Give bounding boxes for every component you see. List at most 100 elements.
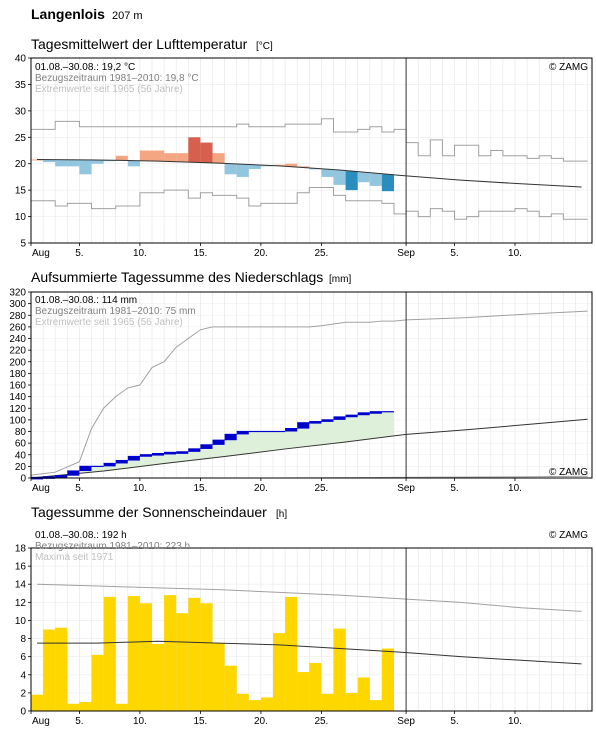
x-tick-label: 10. (508, 248, 522, 259)
x-tick-label: 15. (193, 248, 207, 259)
temperature-anomaly-bar (273, 164, 286, 166)
x-tick-label: 20. (254, 483, 268, 494)
x-tick-label: 5. (450, 483, 458, 494)
y-tick-label: 6 (20, 652, 26, 663)
temperature-anomaly-bar (260, 165, 273, 167)
precipitation-daily-bar (345, 415, 358, 418)
y-tick-label: 320 (9, 288, 26, 299)
x-tick-label: 10. (508, 483, 522, 494)
sunshine-daily-bar (139, 603, 152, 711)
precipitation-title: Aufsummierte Tagessumme des Niederschlag… (31, 269, 323, 285)
sunshine-daily-bar (152, 643, 165, 711)
temperature-info-reference: Bezugszeitraum 1981–2010: 19,8 °C (35, 73, 199, 84)
sunshine-maximum-line (37, 583, 582, 612)
sunshine-daily-bar (345, 692, 358, 711)
x-tick-label: Sep (397, 248, 415, 259)
y-tick-label: 60 (15, 439, 27, 450)
y-tick-label: 300 (9, 299, 26, 310)
x-tick-label: Aug (32, 716, 50, 727)
temperature-anomaly-bar (333, 170, 346, 185)
x-tick-label: Aug (32, 248, 50, 259)
sunshine-daily-bar (381, 648, 394, 711)
y-tick-label: 180 (9, 369, 26, 380)
sunshine-daily-bar (309, 663, 322, 711)
x-tick-label: 10. (133, 248, 147, 259)
x-tick-label: 5. (75, 248, 83, 259)
y-tick-label: 0 (20, 474, 26, 485)
y-tick-label: 8 (20, 634, 26, 645)
precipitation-daily-bar (321, 419, 334, 422)
temperature-anomaly-bar (200, 142, 213, 163)
sunshine-unit: [h] (276, 509, 287, 520)
precipitation-maximum-line (30, 310, 588, 476)
y-tick-label: 40 (15, 450, 27, 461)
sunshine-daily-bar (297, 672, 310, 711)
sunshine-panel: Tagessumme der Sonnenscheindauer [h] 0 2 4… (15, 504, 593, 727)
x-tick-label: 10. (508, 716, 522, 727)
x-tick-label: 5. (75, 483, 83, 494)
precipitation-panel: Aufsummierte Tagessumme des Niederschlag… (9, 269, 593, 494)
precipitation-daily-bar (200, 444, 213, 449)
sunshine-daily-bar (176, 613, 189, 711)
precipitation-daily-bar (176, 451, 189, 454)
y-tick-label: 80 (15, 427, 27, 438)
x-tick-label: 10. (133, 716, 147, 727)
temperature-anomaly-bar (176, 153, 189, 162)
temperature-anomaly-bar (152, 150, 165, 162)
temperature-unit: [°C] (256, 41, 273, 52)
x-tick-label: Sep (397, 716, 415, 727)
sunshine-daily-bar (188, 597, 201, 711)
precipitation-daily-bar (369, 411, 382, 414)
y-tick-label: 30 (15, 106, 27, 117)
temperature-maximum-line (31, 118, 588, 162)
sunshine-title: Tagessumme der Sonnenscheindauer (31, 504, 267, 520)
plot-frame (30, 291, 593, 479)
temperature-anomaly-bar (236, 164, 249, 177)
sunshine-daily-bar (357, 677, 370, 711)
sunshine-daily-bar (224, 665, 237, 711)
y-tick-label: 25 (15, 133, 27, 144)
precipitation-daily-bar (139, 454, 152, 457)
temperature-minimum-line (31, 187, 588, 220)
y-tick-label: 240 (9, 334, 26, 345)
y-tick-label: 40 (15, 54, 27, 65)
sunshine-daily-bar (236, 693, 249, 711)
temperature-anomaly-bar (345, 171, 358, 191)
sunshine-daily-bar (91, 654, 104, 711)
y-tick-label: 5 (20, 239, 26, 250)
temperature-anomaly-bar (139, 150, 152, 161)
precipitation-daily-bar (164, 452, 177, 455)
y-tick-label: 16 (15, 562, 27, 573)
temperature-anomaly-bar (285, 163, 298, 167)
y-tick-label: 280 (9, 311, 26, 322)
temperature-credit: © ZAMG (549, 62, 588, 73)
precipitation-daily-bar (127, 456, 140, 461)
temperature-anomaly-bar (115, 155, 128, 161)
precipitation-daily-bar (236, 431, 249, 435)
x-tick-label: Aug (32, 483, 50, 494)
sunshine-info-current: 01.08.–30.08.: 192 h (35, 530, 127, 541)
x-tick-label: 20. (254, 248, 268, 259)
precipitation-daily-bar (152, 453, 165, 456)
precipitation-daily-bar (103, 463, 116, 467)
x-tick-label: 5. (75, 716, 83, 727)
sunshine-daily-bar (115, 703, 128, 711)
sunshine-credit: © ZAMG (549, 530, 588, 541)
temperature-anomaly-bar (357, 172, 370, 183)
y-tick-label: 14 (15, 580, 27, 591)
sunshine-daily-bar (285, 596, 298, 711)
precipitation-daily-bar (297, 422, 310, 429)
precipitation-daily-bar (115, 460, 128, 464)
y-tick-label: 200 (9, 357, 26, 368)
sunshine-info-reference: Bezugszeitraum 1981–2010: 223 h (35, 541, 190, 552)
sunshine-climate-line (37, 640, 582, 665)
precipitation-credit: © ZAMG (549, 467, 588, 478)
sunshine-daily-bar (212, 643, 225, 711)
y-tick-label: 35 (15, 80, 27, 91)
temperature-anomaly-bar (67, 159, 80, 167)
temperature-anomaly-bar (55, 159, 68, 167)
precipitation-daily-bar (285, 428, 298, 432)
plot-frame (30, 57, 593, 244)
temperature-anomaly-bar (79, 159, 92, 175)
temperature-anomaly-bar (369, 173, 382, 186)
